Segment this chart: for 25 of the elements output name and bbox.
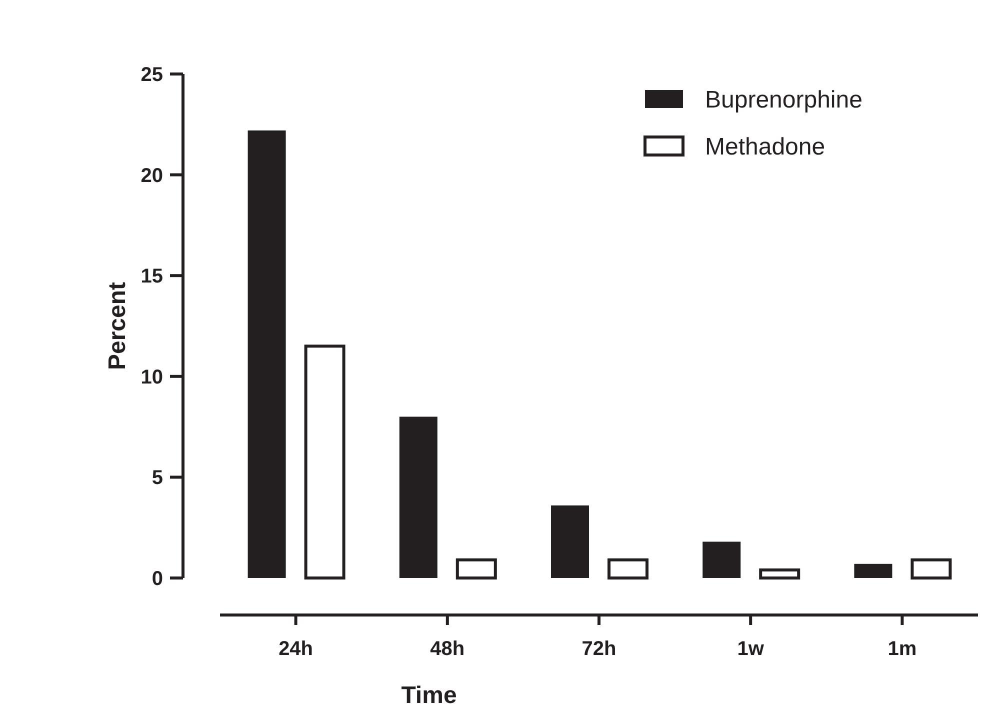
y-tick-label: 15 <box>140 266 163 288</box>
bar <box>399 416 438 578</box>
y-axis-title: Percent <box>104 282 131 370</box>
legend-label: Buprenorphine <box>705 86 862 114</box>
y-tick-label: 0 <box>152 568 163 590</box>
bar <box>551 505 589 578</box>
y-tick-label: 10 <box>140 366 163 388</box>
bar <box>702 542 741 578</box>
y-tick-label: 20 <box>140 164 163 187</box>
x-tick-label: 1m <box>888 638 917 660</box>
bar <box>759 568 800 580</box>
bar <box>248 130 286 578</box>
legend-label: Methadone <box>705 133 826 160</box>
x-axis-title: Time <box>401 682 457 709</box>
bar <box>854 564 892 578</box>
x-tick-label: 24h <box>278 638 314 660</box>
x-tick-label: 1w <box>737 638 764 660</box>
bar <box>608 558 648 580</box>
y-tick-label: 5 <box>152 467 163 490</box>
x-tick-label: 72h <box>582 638 616 660</box>
bar <box>910 558 952 580</box>
x-tick-label: 48h <box>430 638 465 660</box>
bar <box>456 558 497 580</box>
bar <box>304 344 346 580</box>
y-tick-label: 25 <box>140 64 163 86</box>
